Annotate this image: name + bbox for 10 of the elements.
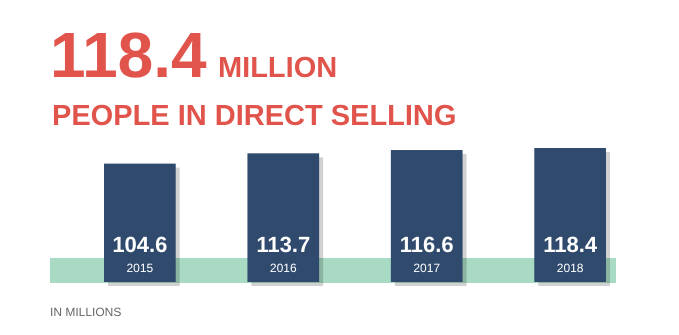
- x-tick-label: 2018: [556, 261, 584, 275]
- x-tick-label: 2016: [270, 261, 297, 275]
- text: IN MILLIONS: [50, 305, 122, 319]
- data-label: 113.7: [256, 232, 310, 257]
- data-label: 116.6: [400, 232, 454, 257]
- data-label: 118.4: [543, 232, 598, 257]
- data-label: 104.6: [112, 232, 168, 257]
- chart-title: 118.4: [50, 19, 208, 91]
- x-tick-label: 2017: [413, 261, 440, 275]
- x-tick-label: 2015: [126, 261, 154, 275]
